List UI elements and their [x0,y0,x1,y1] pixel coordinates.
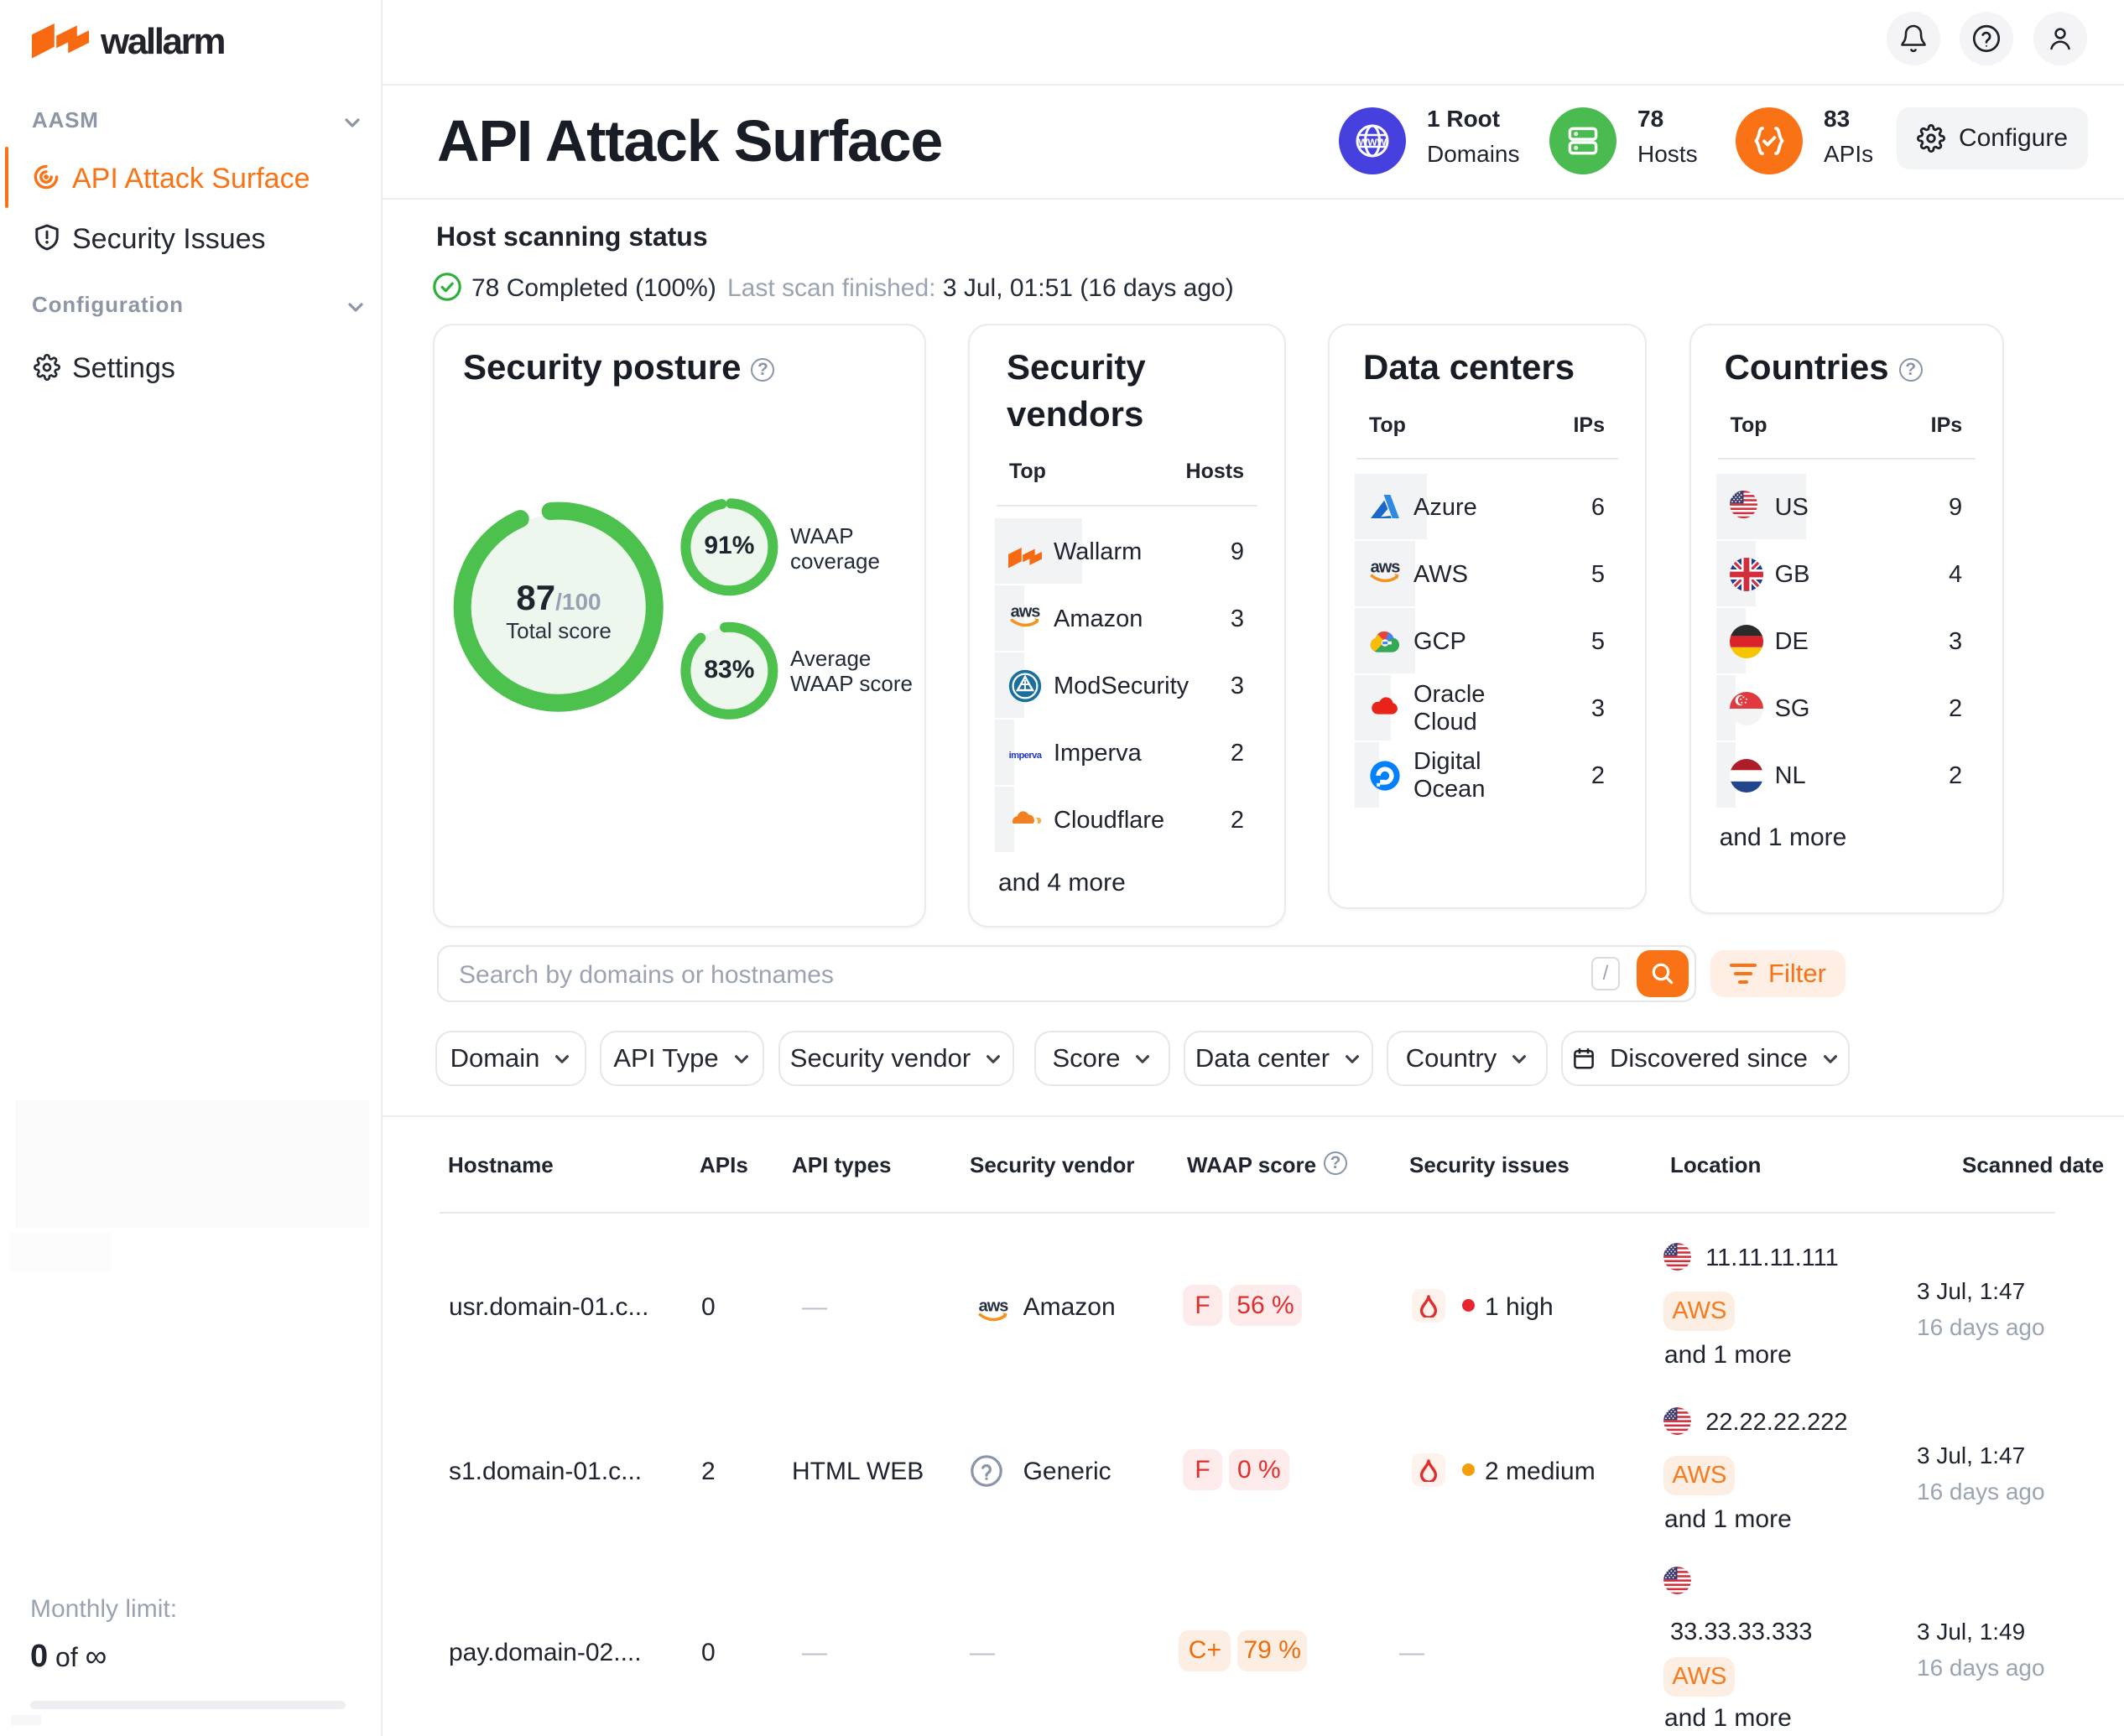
svg-text:www: www [1357,136,1387,149]
